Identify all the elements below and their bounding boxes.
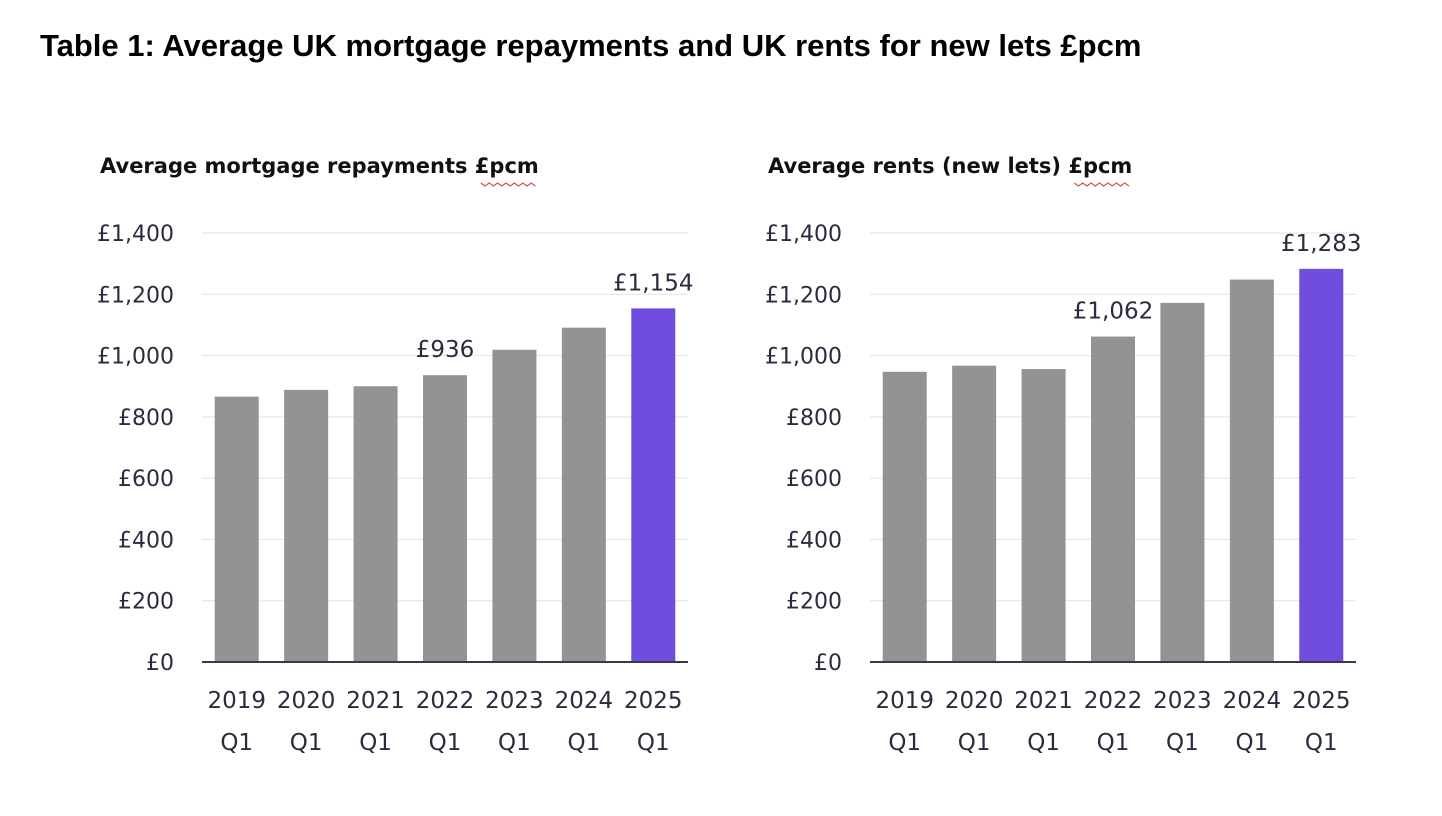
- y-tick-label: £600: [786, 467, 842, 492]
- x-tick-label-year: 2024: [1223, 688, 1282, 714]
- x-tick-label-quarter: Q1: [359, 730, 392, 756]
- bar: [561, 327, 606, 662]
- bar: [284, 389, 329, 662]
- chart-title: Average mortgage repayments £pcm: [100, 154, 539, 178]
- bar: [423, 375, 467, 662]
- x-tick-label-year: 2021: [346, 688, 405, 714]
- y-tick-label: £400: [786, 528, 842, 553]
- x-tick-label-quarter: Q1: [290, 730, 323, 756]
- bar: [1229, 279, 1274, 662]
- y-tick-label: £1,000: [97, 345, 174, 370]
- y-tick-label: £0: [146, 651, 174, 676]
- data-label: £1,062: [1073, 299, 1153, 325]
- data-label: £1,154: [613, 270, 693, 296]
- x-tick-label-year: 2019: [207, 688, 266, 714]
- y-tick-label: £600: [118, 467, 174, 492]
- x-tick-label-year: 2020: [277, 688, 336, 714]
- x-tick-label-year: 2022: [416, 688, 475, 714]
- y-tick-label: £1,200: [97, 283, 174, 308]
- spellcheck-underline: [1073, 182, 1130, 187]
- page-title: Table 1: Average UK mortgage repayments …: [40, 28, 1142, 63]
- x-tick-label-year: 2022: [1084, 688, 1143, 714]
- x-tick-label-year: 2024: [555, 688, 614, 714]
- y-tick-label: £200: [786, 590, 842, 615]
- x-tick-label-year: 2025: [1292, 688, 1351, 714]
- y-tick-label: £800: [786, 406, 842, 431]
- data-label: £1,283: [1281, 231, 1361, 257]
- x-tick-label-quarter: Q1: [1235, 730, 1268, 756]
- y-tick-label: £200: [118, 590, 174, 615]
- y-tick-label: £1,400: [97, 222, 174, 247]
- bar: [1091, 336, 1135, 662]
- chart-title: Average rents (new lets) £pcm: [768, 154, 1132, 178]
- x-tick-label-quarter: Q1: [220, 730, 253, 756]
- x-tick-label-quarter: Q1: [637, 730, 670, 756]
- bar: [1160, 302, 1205, 662]
- spellcheck-underline: [480, 182, 536, 187]
- bar: [214, 396, 259, 662]
- y-tick-label: £1,200: [765, 283, 842, 308]
- bar: [1299, 268, 1344, 662]
- bar: [952, 365, 997, 662]
- y-tick-label: £0: [814, 651, 842, 676]
- bar: [1021, 369, 1066, 662]
- x-tick-label-quarter: Q1: [958, 730, 991, 756]
- x-tick-label-quarter: Q1: [567, 730, 600, 756]
- x-tick-label-quarter: Q1: [1027, 730, 1060, 756]
- x-tick-label-quarter: Q1: [1166, 730, 1199, 756]
- x-tick-label-year: 2023: [485, 688, 544, 714]
- y-tick-label: £1,400: [765, 222, 842, 247]
- x-tick-label-year: 2023: [1153, 688, 1212, 714]
- bar: [882, 371, 927, 662]
- x-tick-label-quarter: Q1: [888, 730, 921, 756]
- y-tick-label: £1,000: [765, 345, 842, 370]
- x-tick-label-year: 2021: [1014, 688, 1073, 714]
- bar: [631, 308, 676, 662]
- y-tick-label: £800: [118, 406, 174, 431]
- x-tick-label-year: 2020: [945, 688, 1004, 714]
- bar: [353, 386, 398, 662]
- bar: [492, 349, 537, 662]
- x-tick-label-quarter: Q1: [1305, 730, 1338, 756]
- x-tick-label-year: 2019: [875, 688, 934, 714]
- data-label: £936: [416, 337, 475, 363]
- x-tick-label-quarter: Q1: [429, 730, 462, 756]
- x-tick-label-quarter: Q1: [498, 730, 531, 756]
- y-tick-label: £400: [118, 528, 174, 553]
- x-tick-label-year: 2025: [624, 688, 683, 714]
- x-tick-label-quarter: Q1: [1097, 730, 1130, 756]
